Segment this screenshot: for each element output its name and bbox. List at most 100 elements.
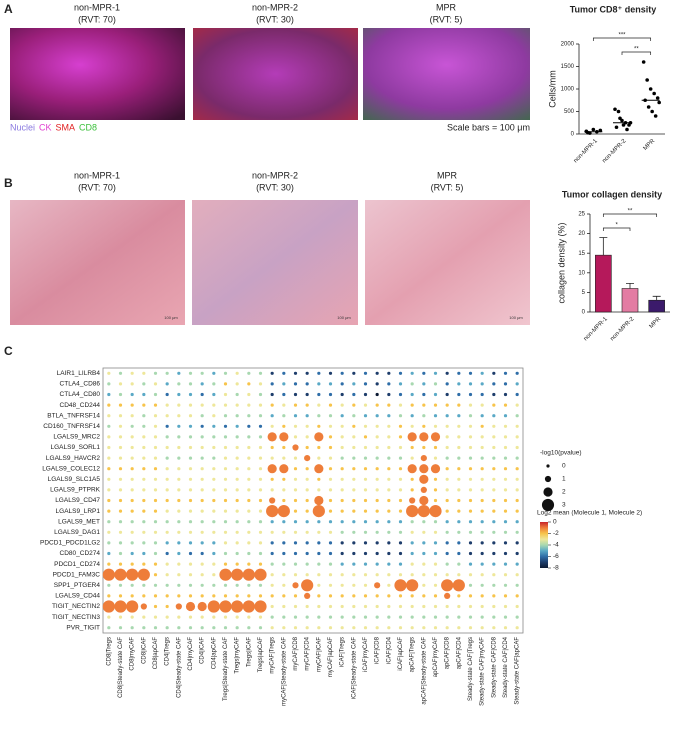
interaction-dot [282, 541, 286, 545]
interaction-dot [282, 424, 286, 428]
interaction-dot [212, 488, 216, 492]
interaction-dot [305, 541, 309, 545]
interaction-dot [492, 488, 496, 492]
interaction-dot [375, 382, 379, 386]
interaction-dot [398, 604, 403, 609]
interaction-dot [407, 464, 417, 474]
interaction-dot [340, 530, 344, 534]
interaction-dot [363, 456, 368, 460]
interaction-dot [188, 392, 193, 397]
interaction-dot [398, 509, 403, 513]
interaction-dot [503, 424, 508, 428]
interaction-dot [304, 455, 311, 462]
interaction-dot [445, 477, 449, 481]
interaction-dot [387, 551, 391, 556]
interaction-dot [375, 594, 379, 598]
interaction-dot [410, 488, 414, 492]
interaction-dot [247, 509, 251, 513]
interaction-dot [387, 583, 391, 587]
interaction-dot [317, 392, 321, 397]
scale-label: 100 μm [337, 315, 351, 320]
interaction-dot [340, 583, 344, 587]
interaction-dot [492, 626, 496, 630]
interaction-dot [363, 509, 368, 513]
interaction-dot [305, 477, 309, 481]
interaction-dot [200, 424, 204, 428]
interaction-dot [363, 435, 368, 439]
interaction-dot [457, 594, 461, 598]
interaction-dot [457, 551, 461, 556]
interaction-dot [422, 445, 426, 450]
interaction-dot [422, 371, 426, 375]
interaction-dot [200, 403, 204, 407]
interaction-dot [188, 530, 193, 534]
colorbar-tick-label: -8 [553, 565, 559, 572]
column-label: iCAF|Steady-state CAF [351, 637, 357, 700]
data-point [591, 127, 596, 132]
data-point [616, 109, 621, 114]
interaction-dot [258, 520, 263, 524]
interaction-dot [153, 573, 158, 577]
size-legend-dot [546, 464, 550, 468]
interaction-dot [153, 435, 158, 439]
interaction-dot [223, 594, 228, 598]
column-label: apCAF|CD8 [445, 636, 451, 669]
interaction-dot [118, 530, 123, 534]
interaction-dot [375, 615, 379, 619]
interaction-dot [375, 530, 379, 534]
interaction-dot [247, 403, 251, 407]
interaction-dot [165, 435, 169, 439]
interaction-dot [153, 626, 158, 630]
interaction-dot [433, 583, 438, 587]
interaction-dot [118, 435, 123, 439]
interaction-dot [317, 551, 321, 556]
interaction-dot [387, 445, 391, 450]
interaction-dot [515, 615, 519, 619]
interaction-dot [328, 498, 333, 503]
interaction-dot [177, 498, 181, 503]
interaction-dot [417, 505, 430, 518]
interaction-dot [340, 382, 344, 386]
interaction-dot [153, 403, 158, 407]
interaction-dot [258, 562, 263, 566]
interaction-dot [492, 530, 496, 534]
interaction-dot [200, 498, 204, 503]
interaction-dot [258, 371, 263, 375]
interaction-dot [515, 509, 519, 513]
interaction-dot [503, 403, 508, 407]
interaction-dot [480, 456, 484, 460]
interaction-dot [445, 435, 449, 439]
interaction-dot [130, 626, 134, 630]
y-tick-label: 0 [582, 310, 586, 316]
interaction-dot [200, 467, 204, 471]
interaction-dot [419, 464, 429, 474]
interaction-dot [457, 467, 461, 471]
interaction-dot [468, 488, 473, 492]
interaction-dot [410, 382, 414, 386]
interaction-dot [270, 371, 274, 375]
data-point [613, 107, 617, 112]
interaction-dot [254, 600, 267, 613]
interaction-dot [165, 541, 169, 545]
interaction-dot [433, 392, 438, 397]
interaction-dot [419, 432, 429, 442]
interaction-dot [130, 371, 134, 375]
interaction-dot [235, 488, 239, 492]
row-label: PDCD1_FAM3C [53, 571, 101, 578]
interaction-dot [492, 424, 496, 428]
interaction-dot [468, 392, 473, 397]
image-title: non-MPR-1 [74, 170, 120, 180]
size-legend-dot [541, 498, 555, 512]
interaction-dot [212, 615, 216, 619]
interaction-dot [363, 403, 368, 407]
interaction-dot [409, 497, 416, 504]
interaction-dot [352, 477, 356, 481]
interaction-dot [317, 403, 321, 407]
interaction-dot [153, 541, 158, 545]
interaction-dot [270, 424, 274, 428]
interaction-dot [492, 604, 496, 609]
image-subtitle: (RVT: 30) [256, 14, 294, 24]
interaction-dot [258, 445, 263, 450]
interaction-dot [247, 382, 251, 386]
interaction-dot [258, 615, 263, 619]
